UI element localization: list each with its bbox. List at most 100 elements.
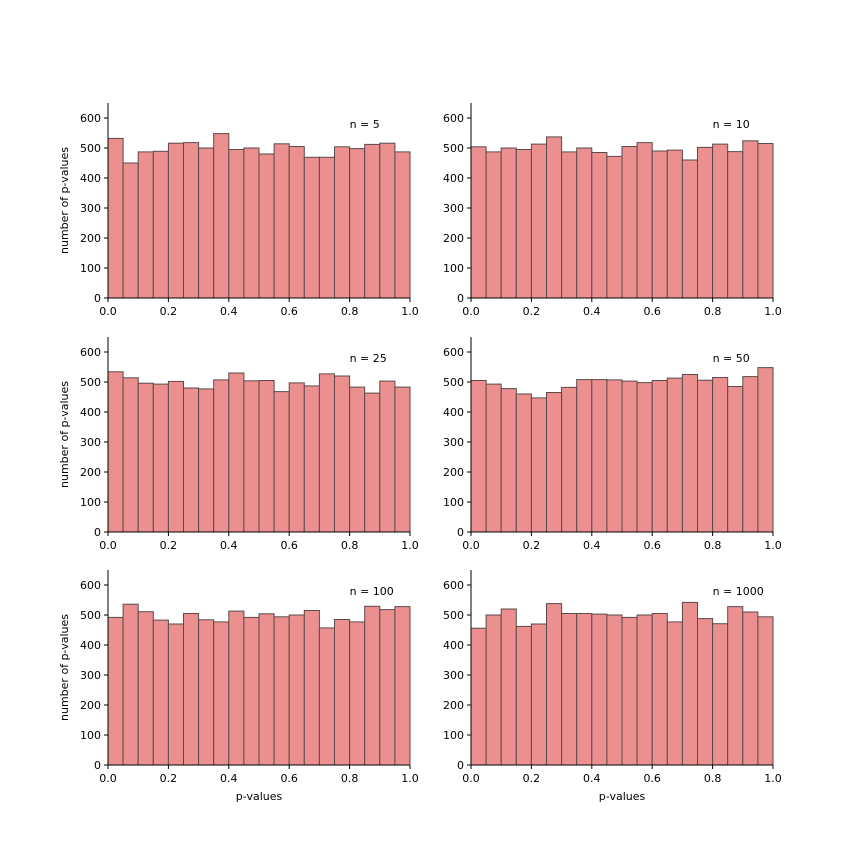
y-tick-label: 100 (80, 729, 101, 742)
sample-size-annotation: n = 5 (350, 118, 380, 131)
histogram-bar (334, 619, 351, 766)
x-tick-label: 0.6 (280, 772, 298, 785)
x-tick-label: 0.0 (99, 539, 117, 552)
histogram-bar (757, 616, 774, 766)
x-tick-label: 0.0 (462, 772, 480, 785)
y-axis-label: number of p-values (58, 381, 71, 488)
histogram-bar (546, 136, 563, 299)
x-tick-label: 1.0 (764, 772, 782, 785)
y-tick-label: 600 (443, 346, 464, 359)
histogram-bar (697, 618, 714, 766)
histogram-bar (561, 151, 578, 299)
histogram-bar (137, 151, 154, 299)
histogram-bar (546, 603, 563, 766)
histogram-bar (318, 156, 335, 299)
x-axis-label: p-values (236, 790, 283, 803)
x-tick-label: 0.8 (704, 305, 722, 318)
histogram-bar (651, 150, 668, 299)
histogram-bar (107, 371, 124, 533)
y-axis-label: number of p-values (58, 147, 71, 254)
histogram-bar (485, 614, 502, 766)
y-tick-label: 400 (80, 406, 101, 419)
histogram-bar (561, 613, 578, 766)
sample-size-annotation: n = 50 (713, 352, 750, 365)
histogram-bar (364, 605, 381, 766)
histogram-bar (379, 142, 396, 299)
histogram-bar (530, 623, 548, 766)
histogram-bar (712, 623, 729, 766)
x-tick-label: 1.0 (401, 539, 419, 552)
histogram-bar (183, 387, 200, 533)
histogram-bar (334, 375, 351, 533)
histogram-bar (122, 162, 139, 299)
histogram-bar (742, 376, 759, 533)
histogram-bar (546, 392, 563, 533)
histogram-bar (394, 151, 411, 299)
y-tick-label: 0 (94, 759, 101, 772)
histogram-bar (228, 149, 245, 299)
y-tick-label: 500 (80, 609, 101, 622)
x-tick-label: 0.4 (583, 305, 601, 318)
x-tick-label: 0.2 (523, 305, 541, 318)
histogram-bar (273, 616, 290, 766)
y-tick-label: 600 (443, 579, 464, 592)
x-tick-label: 0.2 (160, 772, 178, 785)
histogram-bar (515, 393, 532, 533)
histogram-bar (364, 392, 381, 533)
y-tick-label: 500 (443, 609, 464, 622)
histogram-panel-6: 0.0 0.2 0.4 0.6 0.8 1.0 0 100 200 300 400 500 600 n =… (443, 570, 782, 803)
x-tick-label: 0.0 (462, 305, 480, 318)
histogram-bar (712, 377, 729, 533)
histogram-bar (213, 379, 230, 533)
x-tick-label: 0.2 (523, 539, 541, 552)
histogram-bar (727, 606, 744, 766)
histogram-bar (213, 621, 230, 766)
histogram-bar (318, 373, 335, 533)
histogram-bar (515, 625, 532, 766)
histogram-bar (213, 133, 230, 299)
y-tick-label: 500 (80, 142, 101, 155)
histogram-bar (500, 608, 517, 766)
x-tick-label: 0.8 (341, 772, 359, 785)
histogram-bar (318, 627, 335, 766)
histogram-bar (621, 146, 638, 299)
histogram-bar (515, 149, 532, 299)
histogram-bar (228, 372, 245, 533)
x-tick-label: 0.2 (523, 772, 541, 785)
histogram-bar (651, 613, 668, 766)
histogram-bar (349, 386, 366, 533)
y-tick-label: 300 (443, 669, 464, 682)
y-tick-label: 100 (443, 496, 464, 509)
histogram-bar (681, 159, 699, 299)
histogram-panel-4: 0.0 0.2 0.4 0.6 0.8 1.0 0 100 200 300 400 500 600 n =… (443, 337, 782, 552)
y-tick-label: 300 (80, 202, 101, 215)
histogram-bar (137, 611, 154, 766)
sample-size-annotation: n = 25 (350, 352, 387, 365)
y-tick-label: 0 (457, 292, 464, 305)
histogram-panel-3: 0.0 0.2 0.4 0.6 0.8 1.0 0 100 200 300 400 500 600 n =… (58, 337, 419, 552)
histogram-bar (681, 374, 699, 533)
histogram-bar (500, 147, 517, 299)
histogram-bar (349, 148, 366, 299)
histogram-panel-1: 0.0 0.2 0.4 0.6 0.8 1.0 0 100 200 300 400 500 600 n =… (58, 103, 419, 318)
histogram-bar (243, 147, 260, 299)
histogram-bar (591, 379, 608, 533)
histogram-bar (243, 616, 260, 766)
y-tick-label: 600 (80, 579, 101, 592)
histogram-bar (561, 386, 578, 533)
sample-size-annotation: n = 10 (713, 118, 750, 131)
x-tick-label: 0.0 (462, 539, 480, 552)
histogram-bar (152, 619, 169, 766)
histogram-bar (636, 382, 653, 533)
histogram-bar (757, 143, 774, 299)
histogram-bar (258, 380, 275, 533)
bars (470, 367, 774, 533)
sample-size-annotation: n = 1000 (713, 585, 764, 598)
histogram-bar (621, 616, 638, 766)
histogram-bar (394, 606, 411, 766)
histogram-bar (273, 391, 290, 533)
histogram-bar (228, 610, 245, 766)
histogram-bar (636, 614, 653, 766)
histogram-bar (530, 143, 548, 299)
